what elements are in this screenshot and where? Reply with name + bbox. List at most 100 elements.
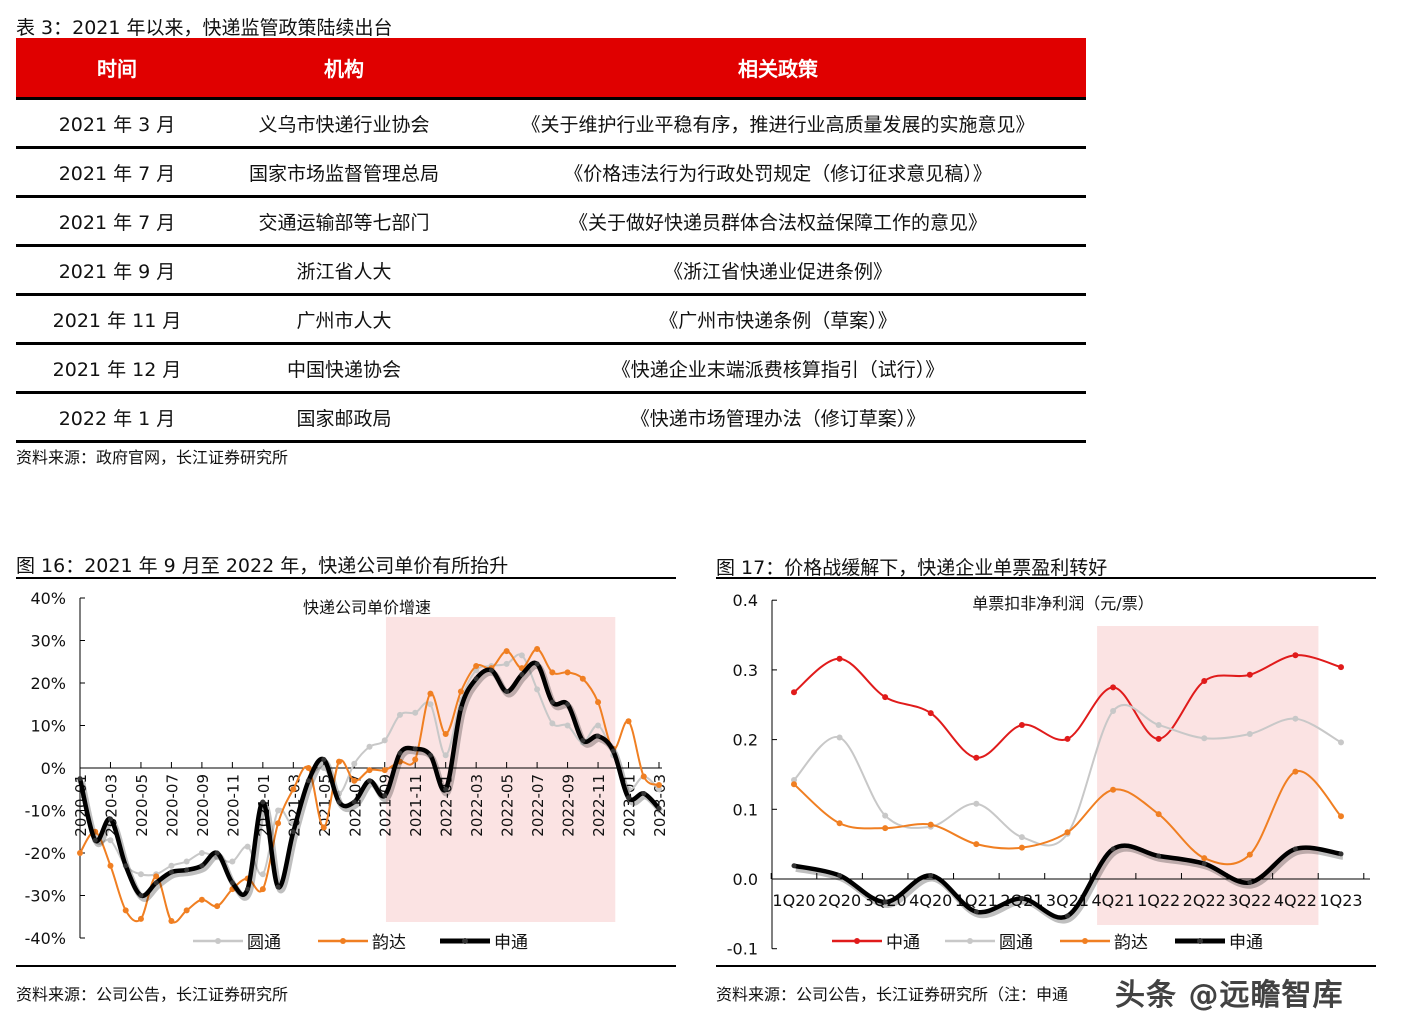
data-point xyxy=(534,661,540,667)
figure17-top-rule xyxy=(716,577,1376,579)
cell-org: 国家邮政局 xyxy=(218,392,470,443)
data-point xyxy=(229,858,236,865)
data-point xyxy=(351,760,358,767)
data-point xyxy=(503,648,510,655)
data-point xyxy=(641,791,647,796)
highlight-region xyxy=(385,617,616,922)
legend-label: 韵达 xyxy=(372,933,406,953)
data-point xyxy=(473,663,480,669)
legend-label: 中通 xyxy=(886,933,920,953)
data-point xyxy=(184,867,190,873)
data-point xyxy=(882,825,889,832)
x-tick-label: 2020-11 xyxy=(224,774,242,837)
x-tick-label: 2021-11 xyxy=(407,774,425,837)
x-tick-label: 2023-03 xyxy=(651,774,669,837)
data-point xyxy=(458,706,464,711)
x-tick-label: 2022-05 xyxy=(499,774,517,837)
legend-marker xyxy=(340,938,346,944)
data-point xyxy=(1155,721,1162,728)
data-point xyxy=(1155,735,1162,742)
header-time: 时间 xyxy=(16,38,218,100)
data-point xyxy=(1292,846,1298,852)
cell-policy: 《关于维护行业平稳有序，推进行业高质量发展的实施意见》 xyxy=(470,98,1086,149)
data-point xyxy=(321,757,327,762)
y-tick-label: 30% xyxy=(30,632,66,651)
legend-label: 申通 xyxy=(1229,933,1263,953)
data-point xyxy=(381,767,388,774)
data-point xyxy=(610,748,616,754)
data-point xyxy=(229,880,235,886)
data-point xyxy=(427,752,433,758)
figure17-bottom-rule xyxy=(716,965,1376,967)
data-point xyxy=(534,646,541,652)
data-point xyxy=(927,821,934,828)
data-point xyxy=(199,863,205,869)
data-point xyxy=(442,752,449,759)
data-point xyxy=(549,699,555,705)
data-point xyxy=(791,689,797,696)
data-point xyxy=(290,786,297,793)
x-tick-label: 2020-05 xyxy=(133,774,151,837)
data-point xyxy=(1110,846,1116,852)
data-point xyxy=(92,837,98,843)
figure16-chart: 快递公司单价增速 40% 30% 20% 10% 0% -10% -20% -30% -40% 20… xyxy=(25,589,669,953)
data-point xyxy=(412,756,419,763)
cell-time: 2021 年 7 月 xyxy=(16,196,218,247)
data-point xyxy=(457,688,464,695)
y-tick-label: 20% xyxy=(30,674,66,693)
legend-marker xyxy=(1082,938,1088,944)
x-tick-label: 4Q21 xyxy=(1092,891,1135,910)
legend-marker xyxy=(1197,938,1203,944)
x-tick-label: 2Q22 xyxy=(1183,891,1226,910)
legend-marker xyxy=(854,938,860,944)
data-point xyxy=(107,837,114,844)
legend-label: 韵达 xyxy=(1114,933,1148,953)
series-shadow xyxy=(79,662,664,902)
figure17-source: 资料来源：公司公告，长江证券研究所（注：申通 xyxy=(716,985,1069,1004)
table-header-row: 时间 机构 相关政策 xyxy=(16,38,1086,100)
figure16-caption: 图 16：2021 年 9 月至 2022 年，快递公司单价有所抬升 xyxy=(16,555,509,577)
x-tick-label: 4Q22 xyxy=(1274,891,1317,910)
y-tick-label: 0.2 xyxy=(733,731,758,750)
data-point xyxy=(138,893,144,898)
y-tick-label: 0.1 xyxy=(733,800,758,819)
y-tick-label: -20% xyxy=(25,844,66,863)
data-point xyxy=(351,777,358,784)
data-point xyxy=(427,690,434,697)
data-point xyxy=(367,778,372,784)
legend-label: 申通 xyxy=(494,933,528,953)
data-point xyxy=(488,667,494,673)
data-point xyxy=(305,765,312,771)
data-point xyxy=(306,778,312,784)
cell-org: 国家市场监督管理总局 xyxy=(218,147,470,198)
data-point xyxy=(1019,896,1025,902)
data-point xyxy=(397,750,403,756)
policy-table: 时间 机构 相关政策 2021 年 3 月义乌市快递行业协会 《关于维护行业平稳有… xyxy=(16,38,1086,443)
data-point xyxy=(1247,879,1253,885)
table-row: 2022 年 1 月国家邮政局 《快递市场管理办法（修订草案）》 xyxy=(16,392,1086,443)
y-tick-label: 40% xyxy=(30,589,66,608)
data-point xyxy=(973,800,980,807)
cell-org: 义乌市快递行业协会 xyxy=(218,98,470,149)
data-point xyxy=(1201,735,1208,742)
cell-time: 2021 年 9 月 xyxy=(16,245,218,296)
data-point xyxy=(366,743,373,750)
data-point xyxy=(396,711,403,718)
cell-org: 广州市人大 xyxy=(218,294,470,345)
data-point xyxy=(320,824,327,831)
data-point xyxy=(77,776,83,782)
data-point xyxy=(244,843,251,850)
data-point xyxy=(564,669,571,676)
legend-label: 圆通 xyxy=(999,933,1033,953)
data-point xyxy=(412,709,419,716)
legend-marker xyxy=(215,938,221,944)
data-point xyxy=(1201,861,1207,867)
data-point xyxy=(973,841,980,848)
data-point xyxy=(656,786,662,793)
data-point xyxy=(1292,652,1299,659)
cell-time: 2021 年 11 月 xyxy=(16,294,218,345)
data-point xyxy=(882,899,888,905)
data-point xyxy=(626,795,632,801)
x-tick-label: 2020-09 xyxy=(194,774,212,837)
x-tick-label: 2020-01 xyxy=(72,774,90,837)
